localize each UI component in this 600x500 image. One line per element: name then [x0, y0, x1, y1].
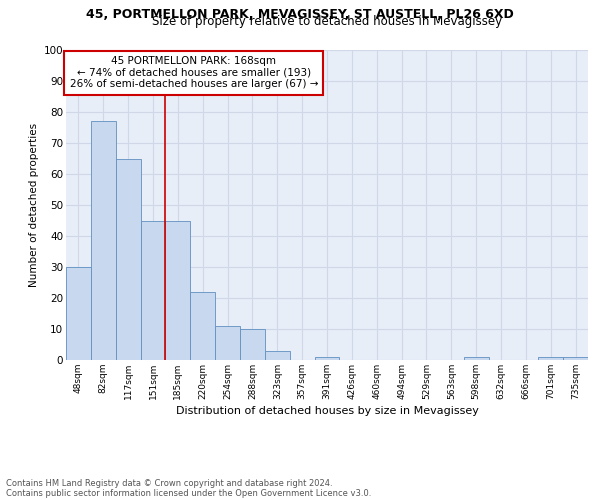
Bar	[240, 329, 265, 360]
X-axis label: Distribution of detached houses by size in Mevagissey: Distribution of detached houses by size …	[176, 406, 478, 416]
Bar	[116, 158, 140, 360]
Bar	[166, 220, 190, 360]
Bar	[265, 350, 290, 360]
Bar	[91, 122, 116, 360]
Text: Contains public sector information licensed under the Open Government Licence v3: Contains public sector information licen…	[6, 488, 371, 498]
Text: 45, PORTMELLON PARK, MEVAGISSEY, ST AUSTELL, PL26 6XD: 45, PORTMELLON PARK, MEVAGISSEY, ST AUST…	[86, 8, 514, 20]
Bar	[314, 357, 340, 360]
Y-axis label: Number of detached properties: Number of detached properties	[29, 123, 40, 287]
Text: 45 PORTMELLON PARK: 168sqm
← 74% of detached houses are smaller (193)
26% of sem: 45 PORTMELLON PARK: 168sqm ← 74% of deta…	[70, 56, 318, 90]
Bar	[464, 357, 488, 360]
Bar	[538, 357, 563, 360]
Bar	[66, 267, 91, 360]
Text: Contains HM Land Registry data © Crown copyright and database right 2024.: Contains HM Land Registry data © Crown c…	[6, 478, 332, 488]
Title: Size of property relative to detached houses in Mevagissey: Size of property relative to detached ho…	[152, 15, 502, 28]
Bar	[190, 292, 215, 360]
Bar	[215, 326, 240, 360]
Bar	[140, 220, 166, 360]
Bar	[563, 357, 588, 360]
